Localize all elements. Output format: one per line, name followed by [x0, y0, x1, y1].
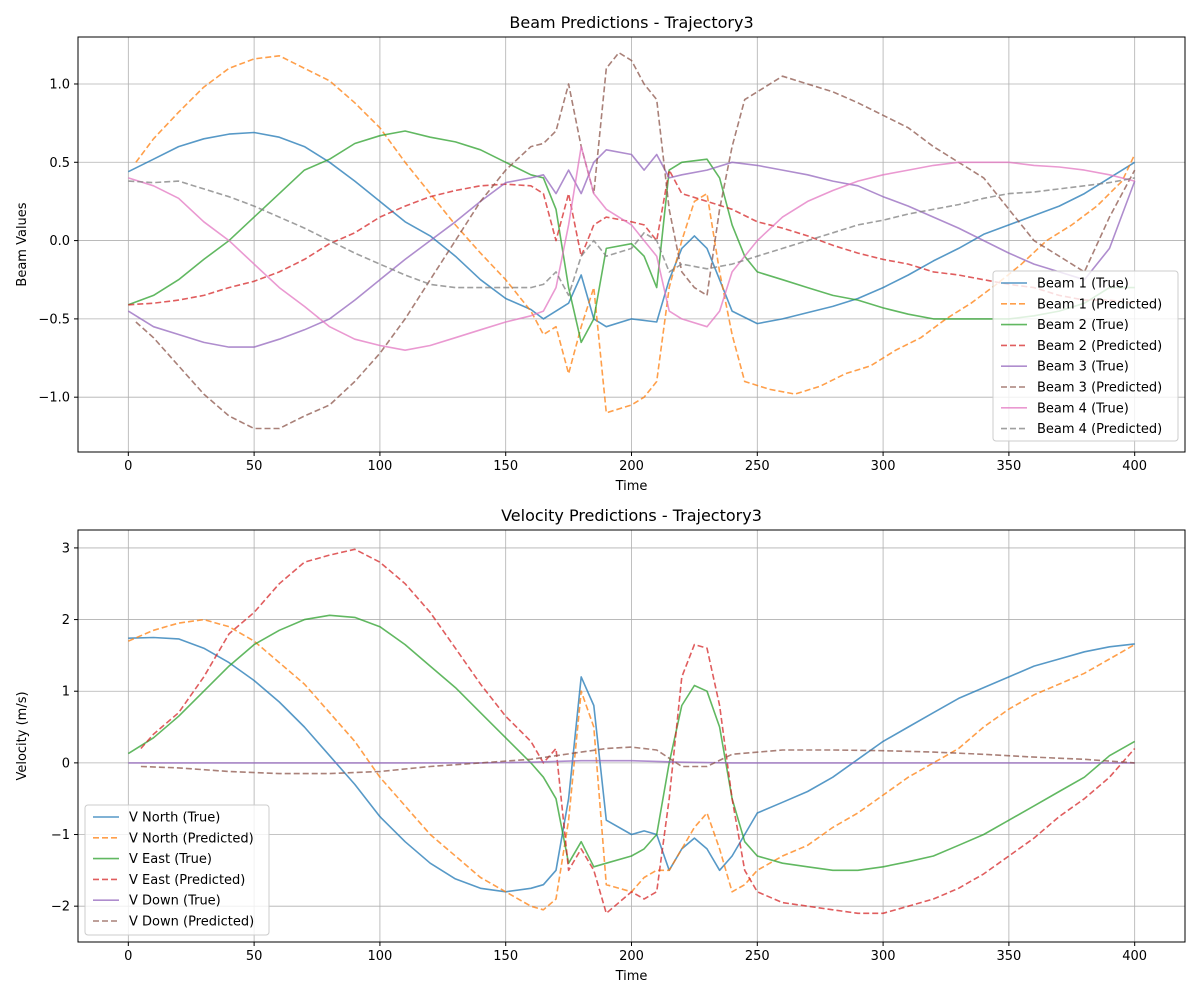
- x-tick-label: 350: [996, 949, 1021, 964]
- series-line-v-east-true: [127, 614, 1136, 872]
- legend-label: Beam 1 (True): [1037, 277, 1129, 292]
- y-tick-label: −0.5: [38, 312, 70, 327]
- legend: Beam 1 (True) Beam 1 (Predicted) Beam 2 (T…: [992, 270, 1179, 442]
- series-group: [127, 548, 1136, 915]
- beam-predictions-chart: 0 50 100 150 200 250 300 350 400 −1.0 −0.5 0.0 0.5 1.…: [15, 13, 1186, 494]
- x-tick-label: 150: [493, 459, 518, 474]
- x-tick-label: 400: [1122, 459, 1147, 474]
- y-tick-label: −1.0: [38, 391, 70, 406]
- chart-title: Beam Predictions - Trajectory3: [509, 13, 753, 32]
- y-tick-label: 0.5: [49, 156, 70, 171]
- y-tick-label: 3: [62, 541, 70, 556]
- legend-label: Beam 2 (True): [1037, 318, 1129, 333]
- y-tick-label: −1: [51, 828, 70, 843]
- y-tick-label: −2: [51, 900, 70, 915]
- x-axis-label: Time: [615, 969, 648, 984]
- x-tick-label: 250: [745, 459, 770, 474]
- x-tick-label: 300: [871, 949, 896, 964]
- series-line-beam-2-predicted: [128, 169, 1135, 306]
- x-tick-label: 100: [367, 459, 392, 474]
- grid: [78, 530, 1185, 942]
- legend-label: Beam 3 (True): [1037, 360, 1129, 375]
- x-tick-label: 0: [124, 459, 132, 474]
- series-line-v-down-true: [128, 759, 1135, 764]
- x-axis-label: Time: [615, 479, 648, 494]
- x-tick-label: 50: [246, 949, 263, 964]
- ticks: 0 50 100 150 200 250 300 350 400 −1.0 −0.5 0.0 0.5 1.…: [38, 77, 1147, 474]
- y-tick-label: 0: [62, 756, 70, 771]
- x-tick-label: 200: [619, 459, 644, 474]
- x-tick-label: 100: [367, 949, 392, 964]
- series-line-v-down-predicted: [140, 746, 1135, 775]
- x-tick-label: 0: [124, 949, 132, 964]
- legend-label: V East (True): [129, 852, 212, 867]
- velocity-predictions-chart: 0 50 100 150 200 250 300 350 400 −2 −1 0 1 2 3 Velocity…: [15, 506, 1186, 984]
- legend-box: [992, 270, 1179, 442]
- legend-label: Beam 4 (True): [1037, 401, 1129, 416]
- series-line-beam-3-true: [127, 149, 1136, 348]
- series-line-beam-1-true: [127, 131, 1136, 328]
- legend-label: Beam 3 (Predicted): [1037, 381, 1162, 396]
- series-line-v-north-predicted: [127, 618, 1136, 911]
- legend-label: V East (Predicted): [129, 873, 245, 888]
- y-axis-label: Beam Values: [15, 202, 30, 286]
- legend-label: V Down (True): [129, 894, 221, 909]
- x-tick-label: 300: [871, 459, 896, 474]
- series-line-v-east-predicted: [140, 548, 1136, 915]
- legend-label: V Down (Predicted): [129, 915, 254, 930]
- legend-box: [84, 804, 270, 936]
- x-tick-label: 400: [1122, 949, 1147, 964]
- y-tick-label: 1: [62, 685, 70, 700]
- y-tick-label: 1.0: [49, 77, 70, 92]
- x-tick-label: 50: [246, 459, 263, 474]
- series-line-beam-1-predicted: [135, 55, 1136, 414]
- x-tick-label: 250: [745, 949, 770, 964]
- series-line-beam-2-true: [128, 130, 1135, 344]
- y-axis-label: Velocity (m/s): [15, 691, 30, 780]
- series-line-beam-4-predicted: [128, 177, 1135, 297]
- y-tick-label: 0.0: [49, 234, 70, 249]
- legend-label: V North (Predicted): [129, 831, 254, 846]
- chart-title: Velocity Predictions - Trajectory3: [501, 506, 762, 525]
- legend-label: Beam 4 (Predicted): [1037, 422, 1162, 437]
- y-tick-label: 2: [62, 613, 70, 628]
- series-group: [127, 51, 1136, 430]
- x-tick-label: 200: [619, 949, 644, 964]
- series-line-beam-3-predicted: [135, 51, 1136, 430]
- x-tick-label: 150: [493, 949, 518, 964]
- legend-label: Beam 1 (Predicted): [1037, 297, 1162, 312]
- legend: V North (True) V North (Predicted) V East …: [84, 804, 270, 936]
- legend-label: Beam 2 (Predicted): [1037, 339, 1162, 354]
- series-line-v-north-true: [128, 636, 1135, 893]
- legend-label: V North (True): [129, 811, 220, 826]
- series-line-beam-4-true: [128, 145, 1135, 351]
- x-tick-label: 350: [996, 459, 1021, 474]
- ticks: 0 50 100 150 200 250 300 350 400 −2 −1 0 1 2 3: [51, 541, 1147, 964]
